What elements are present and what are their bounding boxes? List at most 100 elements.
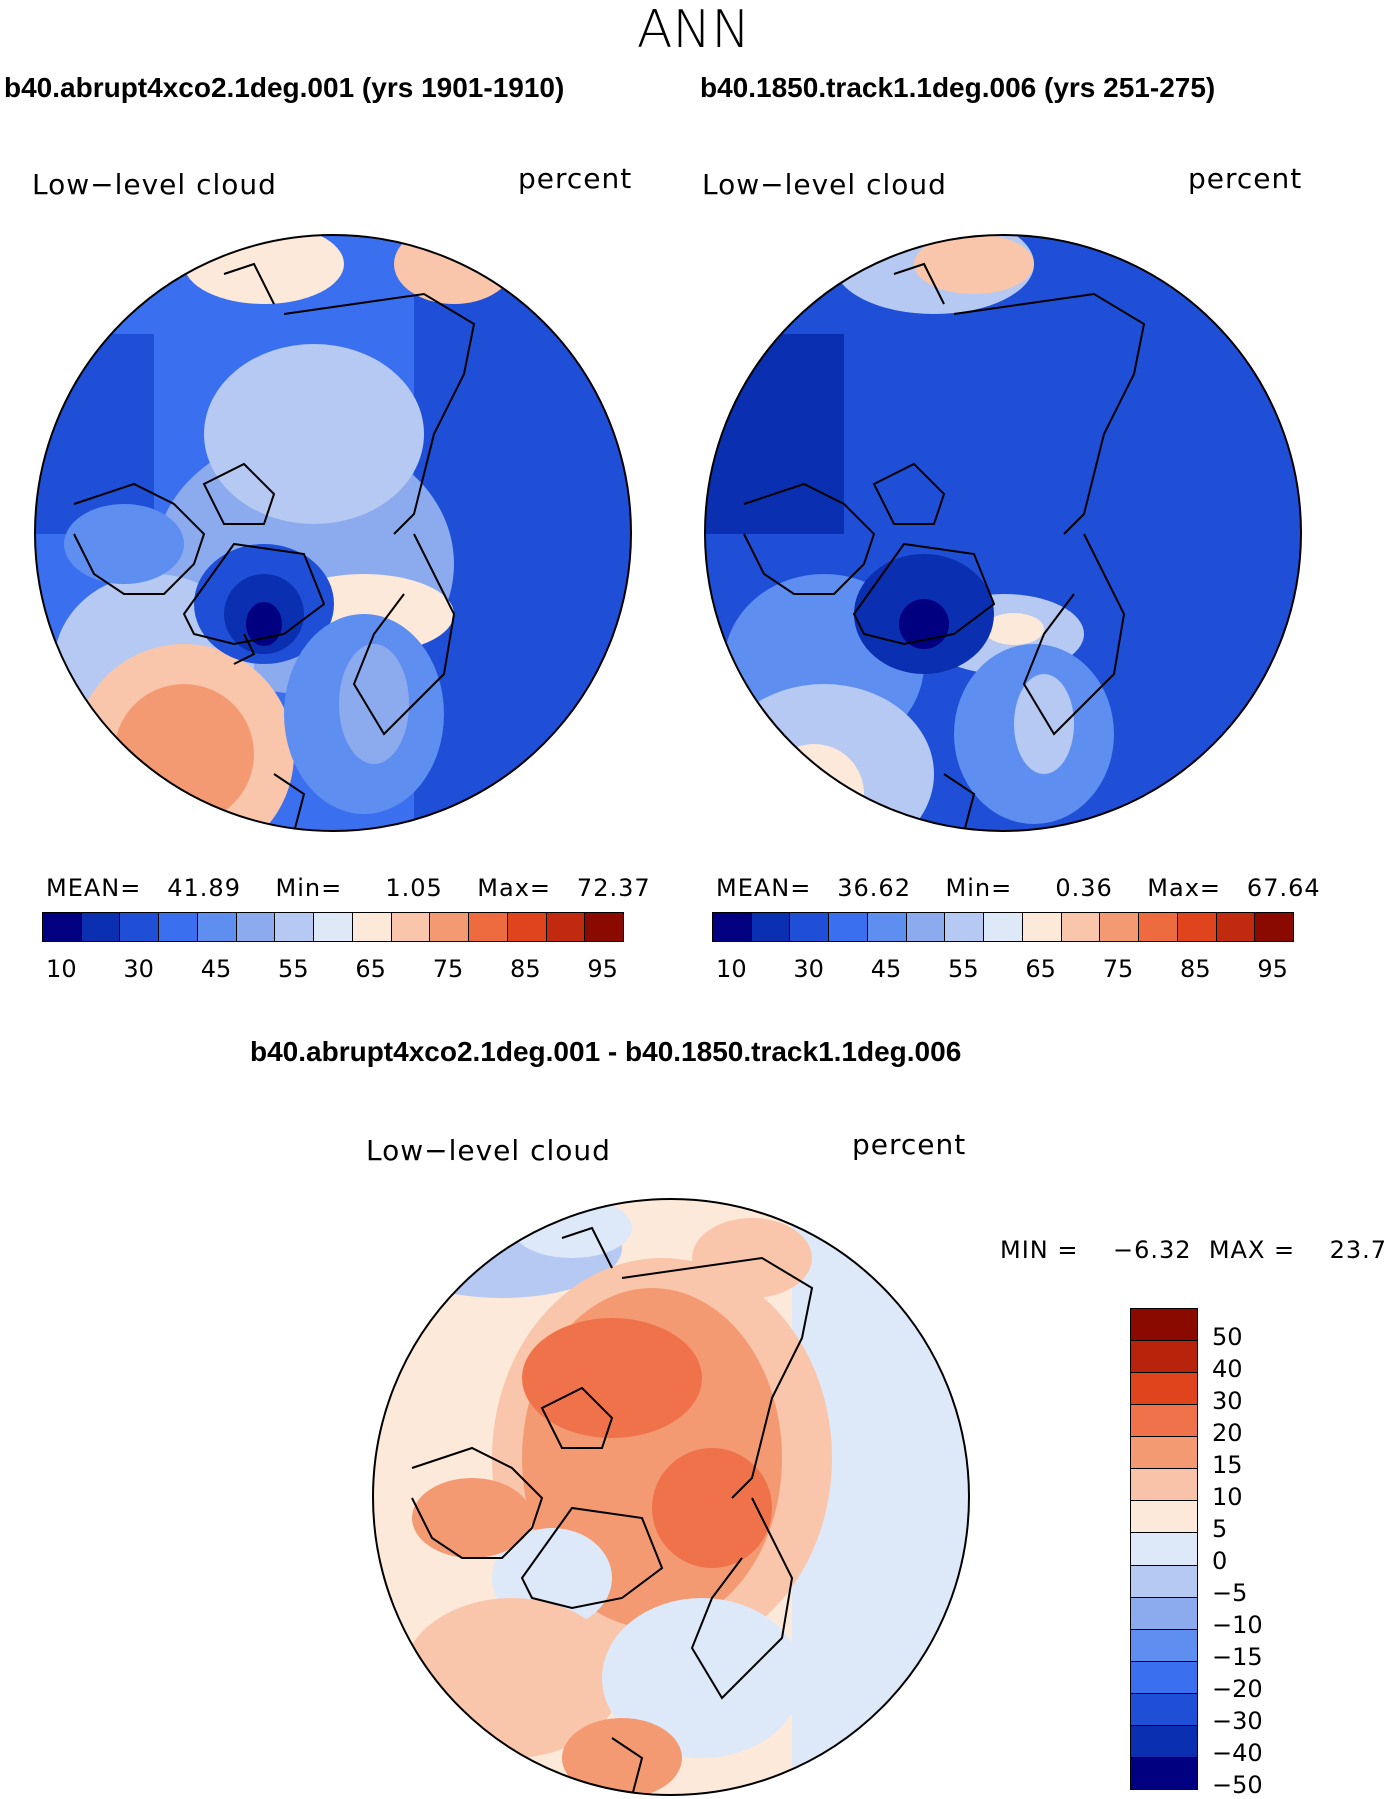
panel-2-variable: Low−level cloud	[702, 168, 947, 201]
diff-variable: Low−level cloud	[366, 1134, 611, 1167]
diff-colorbar-cell	[1131, 1501, 1197, 1534]
diff-colorbar-tick-label: 50	[1212, 1322, 1243, 1351]
panel-1-colorbar-cell	[197, 913, 237, 941]
diff-colorbar-cell	[1131, 1693, 1197, 1726]
mean-value: 41.89	[167, 874, 241, 902]
max-value: 23.73	[1329, 1236, 1387, 1264]
max-label: MAX =	[1208, 1236, 1296, 1264]
panel-1-polar-map	[34, 234, 632, 832]
panel-2-colorbar-cell	[867, 913, 907, 941]
panel-1-colorbar-cell	[120, 913, 160, 941]
diff-colorbar-tick-label: 0	[1212, 1546, 1228, 1575]
panel-1-colorbar-cell	[585, 913, 624, 941]
mean-label: MEAN=	[46, 874, 142, 902]
mean-value: 36.62	[837, 874, 911, 902]
min-value: −6.32	[1113, 1236, 1192, 1264]
panel-2-colorbar-cell	[790, 913, 830, 941]
diff-units: percent	[852, 1128, 967, 1161]
diff-colorbar-cell	[1131, 1725, 1197, 1758]
panel-1-colorbar-cell	[159, 913, 198, 941]
panel-2-colorbar-tick-label: 55	[948, 955, 979, 983]
diff-colorbar-cell	[1131, 1629, 1197, 1662]
panel-2-colorbar-cell	[1139, 913, 1178, 941]
diff-polar-map	[372, 1198, 970, 1796]
panel-1-colorbar-cell	[81, 913, 121, 941]
panel-2-colorbar-tick-label: 95	[1257, 955, 1288, 983]
panel-2-polar-map	[704, 234, 1302, 832]
panel-1-colorbar-tick-label: 95	[587, 955, 618, 983]
diff-colorbar-tick-label: 40	[1212, 1354, 1243, 1383]
diff-colorbar-cell	[1131, 1757, 1197, 1789]
panel-1-colorbar-tick-label: 45	[200, 955, 232, 983]
panel-2-stats: MEAN= 36.62 Min= 0.36 Max= 67.64	[716, 874, 1321, 902]
panel-2-colorbar-cell	[1177, 913, 1217, 941]
panel-1-colorbar-ticks: 10 30 45 55 65 75 85 95	[42, 955, 622, 985]
min-label: MIN =	[1000, 1236, 1079, 1264]
panel-2-colorbar-tick-label: 85	[1180, 955, 1211, 983]
diff-colorbar-cell	[1131, 1405, 1197, 1438]
panel-1-stats: MEAN= 41.89 Min= 1.05 Max= 72.37	[46, 874, 651, 902]
max-value: 72.37	[576, 874, 651, 902]
diff-colorbar-cell	[1131, 1341, 1197, 1374]
panel-2-colorbar-ticks: 10 30 45 55 65 75 85 95	[712, 955, 1292, 985]
panel-2-colorbar	[712, 912, 1294, 942]
panel-2-colorbar-tick-label: 75	[1102, 955, 1134, 983]
panel-1-colorbar-tick-label: 75	[432, 955, 464, 983]
diff-colorbar-tick-label: −50	[1212, 1770, 1263, 1799]
max-label: Max=	[1147, 874, 1222, 902]
diff-colorbar-cell	[1131, 1309, 1197, 1342]
panel-2-title: b40.1850.track1.1deg.006 (yrs 251-275)	[700, 72, 1216, 103]
panel-1-colorbar-cell	[430, 913, 470, 941]
panel-1-colorbar-tick-label: 30	[123, 955, 154, 983]
diff-colorbar-tick-label: 5	[1212, 1514, 1228, 1543]
diff-colorbar-ticks: 50 40 30 20 15 10 5 0 −5 −10 −15 −20 −30 −40 −50	[1212, 1308, 1292, 1799]
panel-1-colorbar-cell	[314, 913, 353, 941]
panel-2-colorbar-cell	[713, 913, 752, 941]
diff-colorbar-tick-label: −5	[1212, 1578, 1248, 1607]
panel-1-variable: Low−level cloud	[32, 168, 277, 201]
panel-1-colorbar-tick-label: 65	[355, 955, 386, 983]
panel-2-colorbar-cell	[829, 913, 868, 941]
panel-1-colorbar-cell	[352, 913, 392, 941]
panel-2-colorbar-tick-label: 65	[1025, 955, 1056, 983]
diff-colorbar-cell	[1131, 1597, 1197, 1630]
diff-colorbar-cell	[1131, 1533, 1197, 1566]
panel-1-colorbar-cell	[236, 913, 276, 941]
panel-2-colorbar-tick-label: 10	[716, 955, 747, 983]
panel-2-colorbar-tick-label: 45	[870, 955, 902, 983]
max-value: 67.64	[1246, 874, 1321, 902]
panel-1-colorbar-cell	[507, 913, 547, 941]
panel-1-colorbar-tick-label: 85	[510, 955, 541, 983]
panel-2-colorbar-cell	[1100, 913, 1140, 941]
diff-colorbar-tick-label: −15	[1212, 1642, 1263, 1671]
panel-1-colorbar-tick-label: 10	[46, 955, 77, 983]
panel-2-units: percent	[1188, 162, 1303, 195]
panel-2-colorbar-cell	[1216, 913, 1256, 941]
mean-label: MEAN=	[716, 874, 812, 902]
min-value: 1.05	[385, 874, 443, 902]
panel-1-colorbar-cell	[391, 913, 431, 941]
diff-colorbar-tick-label: 30	[1212, 1386, 1243, 1415]
diff-colorbar-cell	[1131, 1661, 1197, 1694]
panel-1-colorbar-cell	[43, 913, 82, 941]
panel-1-colorbar-cell	[469, 913, 508, 941]
diff-colorbar-tick-label: −20	[1212, 1674, 1263, 1703]
diff-colorbar-tick-label: −30	[1212, 1706, 1263, 1735]
min-label: Min=	[945, 874, 1013, 902]
diff-stats: MIN = −6.32 MAX = 23.73	[1000, 1236, 1387, 1264]
diff-colorbar-tick-label: −40	[1212, 1738, 1263, 1767]
panel-2-colorbar-cell	[1061, 913, 1101, 941]
panel-2-colorbar-cell	[906, 913, 946, 941]
panel-2-colorbar-cell	[751, 913, 791, 941]
min-label: Min=	[275, 874, 343, 902]
season-title: ANN	[636, 0, 751, 60]
diff-colorbar-tick-label: 10	[1212, 1482, 1243, 1511]
panel-2-colorbar-tick-label: 30	[793, 955, 824, 983]
panel-2-colorbar-cell	[1022, 913, 1062, 941]
diff-colorbar-tick-label: 15	[1212, 1450, 1243, 1479]
diff-colorbar-tick-label: 20	[1212, 1418, 1243, 1447]
diff-colorbar	[1130, 1308, 1198, 1790]
panel-1-title: b40.abrupt4xco2.1deg.001 (yrs 1901-1910)	[4, 72, 565, 103]
diff-colorbar-cell	[1131, 1373, 1197, 1406]
panel-1-units: percent	[518, 162, 633, 195]
